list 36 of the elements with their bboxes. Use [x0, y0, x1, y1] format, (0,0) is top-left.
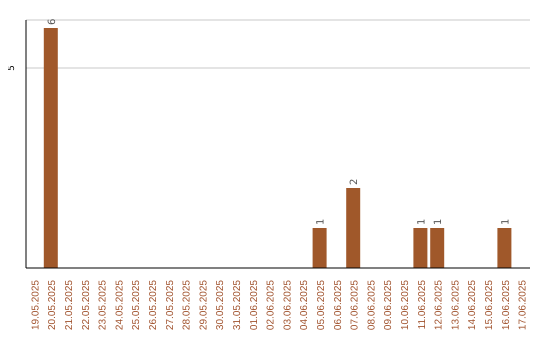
- x-tick-label: 27.05.2025: [164, 280, 176, 330]
- x-tick-label: 04.06.2025: [299, 280, 310, 330]
- x-tick-label: 21.05.2025: [64, 280, 75, 330]
- x-tick-label: 11.06.2025: [416, 280, 428, 330]
- x-tick-label: 22.05.2025: [80, 280, 92, 330]
- x-tick-label: 01.06.2025: [248, 280, 260, 330]
- x-tick-label: 05.06.2025: [316, 280, 327, 330]
- x-tick-label: 19.05.2025: [30, 280, 42, 330]
- x-tick-label: 07.06.2025: [350, 280, 361, 330]
- x-tick-label: 12.06.2025: [434, 280, 445, 330]
- x-tick-label: 26.05.2025: [148, 280, 159, 330]
- x-tick-label: 17.06.2025: [518, 280, 529, 330]
- data-label: 1: [416, 218, 428, 225]
- x-tick-label: 23.05.2025: [98, 280, 109, 330]
- x-tick-label: 25.05.2025: [131, 280, 142, 330]
- x-tick-label: 14.06.2025: [467, 280, 478, 330]
- x-tick-label: 24.05.2025: [114, 280, 126, 330]
- data-label: 1: [433, 218, 444, 225]
- x-tick-label: 30.05.2025: [215, 280, 226, 330]
- x-tick-label: 08.06.2025: [366, 280, 378, 330]
- data-label: 1: [500, 218, 512, 225]
- x-tick-label: 28.05.2025: [182, 280, 193, 330]
- x-tick-label: 13.06.2025: [450, 280, 462, 330]
- x-tick-label: 20.05.2025: [47, 280, 58, 330]
- x-tick-label: 09.06.2025: [383, 280, 394, 330]
- x-tick-label: 06.06.2025: [332, 280, 344, 330]
- x-tick-label: 03.06.2025: [282, 280, 294, 330]
- data-label: 6: [46, 18, 58, 25]
- x-tick-label: 10.06.2025: [400, 280, 411, 330]
- x-tick-label: 16.06.2025: [500, 280, 512, 330]
- data-label: 1: [316, 218, 327, 225]
- data-label: 2: [349, 178, 360, 185]
- x-tick-label: 15.06.2025: [484, 280, 495, 330]
- x-tick-label: 31.05.2025: [232, 280, 243, 330]
- x-tick-label: 02.06.2025: [266, 280, 277, 330]
- x-tick-label: 29.05.2025: [198, 280, 210, 330]
